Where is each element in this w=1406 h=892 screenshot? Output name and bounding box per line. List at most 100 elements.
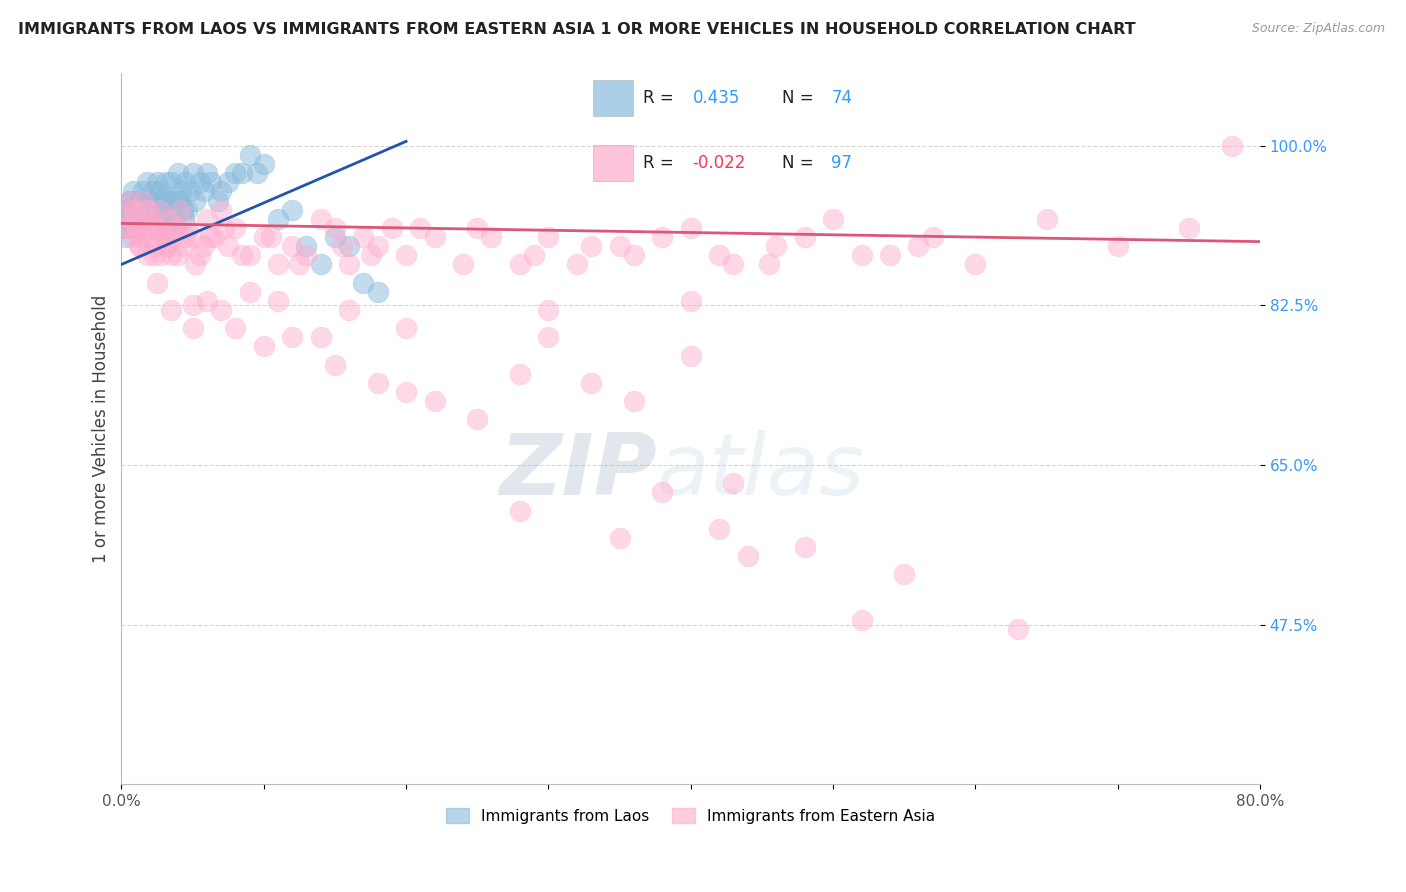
Point [146,221,169,235]
Point [765,239,787,253]
Text: N =: N = [782,89,818,107]
Point [360,248,382,262]
Point [758,257,780,271]
Point [181,166,204,180]
Text: -0.022: -0.022 [693,153,747,171]
Point [309,211,332,226]
Point [129,211,152,226]
Point [352,230,374,244]
Point [132,194,155,208]
Point [209,185,232,199]
Point [135,230,157,244]
Point [679,293,702,308]
Point [851,248,873,262]
Point [465,412,488,426]
Point [156,239,179,253]
Point [281,202,304,217]
Point [122,202,145,217]
Text: 74: 74 [831,89,852,107]
Point [174,230,197,244]
Point [509,503,531,517]
Point [217,175,239,189]
Point [162,194,184,208]
Point [162,221,184,235]
Point [131,202,153,217]
Point [879,248,901,262]
Point [121,185,143,199]
Point [893,567,915,582]
Point [709,248,731,262]
Point [195,293,218,308]
Point [169,194,191,208]
Point [224,221,246,235]
Point [537,330,560,344]
Point [138,194,160,208]
Point [352,276,374,290]
Point [179,185,201,199]
Point [195,211,218,226]
Point [139,221,162,235]
Point [679,349,702,363]
Point [114,230,136,244]
Point [153,202,176,217]
Point [224,321,246,335]
Point [193,239,215,253]
Point [176,202,198,217]
Point [188,248,211,262]
Point [124,202,146,217]
Point [152,211,174,226]
Point [288,257,311,271]
Point [173,239,195,253]
Point [709,522,731,536]
Point [136,248,159,262]
Point [253,157,276,171]
Text: IMMIGRANTS FROM LAOS VS IMMIGRANTS FROM EASTERN ASIA 1 OR MORE VEHICLES IN HOUSE: IMMIGRANTS FROM LAOS VS IMMIGRANTS FROM … [18,22,1136,37]
Point [260,230,283,244]
Point [117,211,139,226]
Point [120,202,142,217]
Legend: Immigrants from Laos, Immigrants from Eastern Asia: Immigrants from Laos, Immigrants from Ea… [440,802,942,830]
Point [337,239,360,253]
Point [423,394,446,409]
Point [202,230,225,244]
Point [207,194,229,208]
Point [149,185,172,199]
Point [150,194,173,208]
Point [965,257,987,271]
Point [188,175,211,189]
Point [367,239,389,253]
Point [481,230,503,244]
Point [246,166,269,180]
Point [537,230,560,244]
Point [114,221,136,235]
Point [198,230,221,244]
Point [117,221,139,235]
Point [128,239,150,253]
Point [195,166,218,180]
Point [132,185,155,199]
Point [160,175,183,189]
Point [148,202,170,217]
Text: R =: R = [643,89,679,107]
Point [281,239,304,253]
Point [160,303,183,318]
Point [381,221,404,235]
Point [821,211,844,226]
Point [330,239,353,253]
Point [323,221,346,235]
Point [267,211,290,226]
Point [121,211,143,226]
Point [537,303,560,318]
Y-axis label: 1 or more Vehicles in Household: 1 or more Vehicles in Household [93,294,110,563]
Point [907,239,929,253]
Point [150,248,173,262]
Point [177,221,200,235]
Point [117,194,139,208]
Bar [593,79,633,116]
Text: ZIP: ZIP [499,430,657,513]
Point [309,257,332,271]
Text: atlas: atlas [657,430,865,513]
Point [122,211,145,226]
Point [1007,622,1029,636]
Text: R =: R = [643,153,679,171]
